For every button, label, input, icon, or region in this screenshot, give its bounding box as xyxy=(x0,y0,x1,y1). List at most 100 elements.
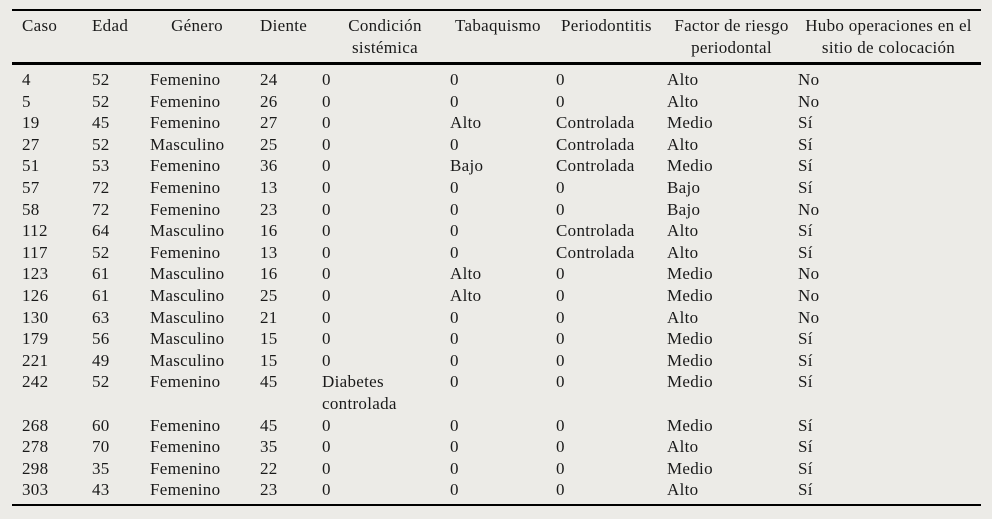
cell-edad: 60 xyxy=(92,415,110,435)
cell-genero: Masculino xyxy=(150,221,225,241)
column-header-caso: Caso xyxy=(12,10,92,65)
cell-condicion-sistemica: 0 xyxy=(322,307,331,327)
cell-factor-riesgo-periodontal: Medio xyxy=(667,372,713,392)
cell-caso: 303 xyxy=(22,480,49,500)
cell-genero: Femenino xyxy=(150,113,221,133)
cell-periodontitis: 0 xyxy=(556,199,565,219)
cell-operaciones-sitio-colocacion: Sí xyxy=(798,156,813,176)
cell-diente: 35 xyxy=(260,437,278,457)
table-row: 58 72 Femenino 23 0 0 0 Bajo No xyxy=(12,199,981,221)
cell-caso: 57 xyxy=(22,177,40,197)
cell-diente: 24 xyxy=(260,70,278,89)
cell-factor-riesgo-periodontal: Medio xyxy=(667,285,713,305)
cell-factor-riesgo-periodontal: Medio xyxy=(667,113,713,133)
cell-genero: Femenino xyxy=(150,177,221,197)
cell-periodontitis: Controlada xyxy=(556,221,635,241)
cell-edad: 52 xyxy=(92,134,110,154)
cell-operaciones-sitio-colocacion: Sí xyxy=(798,113,813,133)
table-row: 179 56 Masculino 15 0 0 0 Medio Sí xyxy=(12,328,981,350)
cell-factor-riesgo-periodontal: Medio xyxy=(667,156,713,176)
cell-tabaquismo: 0 xyxy=(450,372,459,392)
cell-caso: 221 xyxy=(22,350,49,370)
cell-edad: 52 xyxy=(92,372,110,392)
cell-tabaquismo: 0 xyxy=(450,307,459,327)
cell-operaciones-sitio-colocacion: Sí xyxy=(798,415,813,435)
cell-diente: 23 xyxy=(260,480,278,500)
table-row: 112 64 Masculino 16 0 0 Controlada Alto Sí xyxy=(12,220,981,242)
cell-condicion-sistemica: 0 xyxy=(322,199,331,219)
cell-factor-riesgo-periodontal: Alto xyxy=(667,70,699,89)
table-row: 278 70 Femenino 35 0 0 0 Alto Sí xyxy=(12,436,981,458)
cell-factor-riesgo-periodontal: Medio xyxy=(667,264,713,284)
cell-condicion-sistemica: 0 xyxy=(322,134,331,154)
cell-genero: Femenino xyxy=(150,91,221,111)
cell-genero: Femenino xyxy=(150,437,221,457)
cell-operaciones-sitio-colocacion: No xyxy=(798,264,820,284)
cell-condicion-sistemica: Diabetes controlada xyxy=(322,372,397,413)
cell-condicion-sistemica: 0 xyxy=(322,113,331,133)
cell-periodontitis: 0 xyxy=(556,350,565,370)
cell-operaciones-sitio-colocacion: Sí xyxy=(798,437,813,457)
cell-tabaquismo: 0 xyxy=(450,415,459,435)
cell-diente: 22 xyxy=(260,458,278,478)
cell-caso: 179 xyxy=(22,329,49,349)
cell-condicion-sistemica: 0 xyxy=(322,242,331,262)
cell-operaciones-sitio-colocacion: Sí xyxy=(798,177,813,197)
table-header: Caso Edad Género Diente Condición sistémica T… xyxy=(12,10,981,65)
cell-factor-riesgo-periodontal: Medio xyxy=(667,458,713,478)
cell-condicion-sistemica: 0 xyxy=(322,70,331,89)
cell-condicion-sistemica: 0 xyxy=(322,458,331,478)
cell-diente: 15 xyxy=(260,329,278,349)
cell-periodontitis: 0 xyxy=(556,264,565,284)
cell-diente: 45 xyxy=(260,415,278,435)
cell-genero: Masculino xyxy=(150,350,225,370)
cell-factor-riesgo-periodontal: Alto xyxy=(667,480,699,500)
cell-periodontitis: Controlada xyxy=(556,156,635,176)
patient-table-container: Caso Edad Género Diente Condición sistémica T… xyxy=(12,9,981,506)
table-row: 27 52 Masculino 25 0 0 Controlada Alto Sí xyxy=(12,134,981,156)
cell-periodontitis: 0 xyxy=(556,329,565,349)
cell-caso: 117 xyxy=(22,242,48,262)
cell-tabaquismo: 0 xyxy=(450,329,459,349)
cell-caso: 4 xyxy=(22,70,31,89)
cell-genero: Femenino xyxy=(150,480,221,500)
column-header-diente: Diente xyxy=(260,10,322,65)
patient-data-table: Caso Edad Género Diente Condición sistémica T… xyxy=(12,9,981,506)
cell-edad: 52 xyxy=(92,242,110,262)
cell-edad: 45 xyxy=(92,113,110,133)
cell-tabaquismo: 0 xyxy=(450,458,459,478)
cell-caso: 130 xyxy=(22,307,49,327)
cell-caso: 298 xyxy=(22,458,49,478)
cell-diente: 25 xyxy=(260,134,278,154)
cell-diente: 13 xyxy=(260,177,278,197)
cell-condicion-sistemica: 0 xyxy=(322,91,331,111)
cell-operaciones-sitio-colocacion: Sí xyxy=(798,480,813,500)
table-row: 298 35 Femenino 22 0 0 0 Medio Sí xyxy=(12,458,981,480)
cell-caso: 126 xyxy=(22,285,49,305)
cell-factor-riesgo-periodontal: Alto xyxy=(667,221,699,241)
cell-tabaquismo: 0 xyxy=(450,177,459,197)
cell-condicion-sistemica: 0 xyxy=(322,177,331,197)
cell-condicion-sistemica: 0 xyxy=(322,285,331,305)
cell-tabaquismo: 0 xyxy=(450,70,459,89)
table-row: 221 49 Masculino 15 0 0 0 Medio Sí xyxy=(12,350,981,372)
cell-edad: 49 xyxy=(92,350,110,370)
cell-caso: 268 xyxy=(22,415,49,435)
cell-factor-riesgo-periodontal: Bajo xyxy=(667,199,701,219)
cell-caso: 112 xyxy=(22,221,48,241)
cell-genero: Femenino xyxy=(150,372,221,392)
cell-genero: Femenino xyxy=(150,458,221,478)
cell-diente: 23 xyxy=(260,199,278,219)
cell-diente: 45 xyxy=(260,372,278,392)
table-row: 303 43 Femenino 23 0 0 0 Alto Sí xyxy=(12,479,981,505)
cell-diente: 25 xyxy=(260,285,278,305)
table-row: 57 72 Femenino 13 0 0 0 Bajo Sí xyxy=(12,177,981,199)
cell-diente: 26 xyxy=(260,91,278,111)
cell-genero: Femenino xyxy=(150,70,221,89)
cell-caso: 278 xyxy=(22,437,49,457)
table-row: 51 53 Femenino 36 0 Bajo Controlada Medio Sí xyxy=(12,155,981,177)
cell-edad: 43 xyxy=(92,480,110,500)
column-header-factor-riesgo-periodontal: Factor de riesgo periodontal xyxy=(667,10,798,65)
cell-operaciones-sitio-colocacion: No xyxy=(798,285,820,305)
